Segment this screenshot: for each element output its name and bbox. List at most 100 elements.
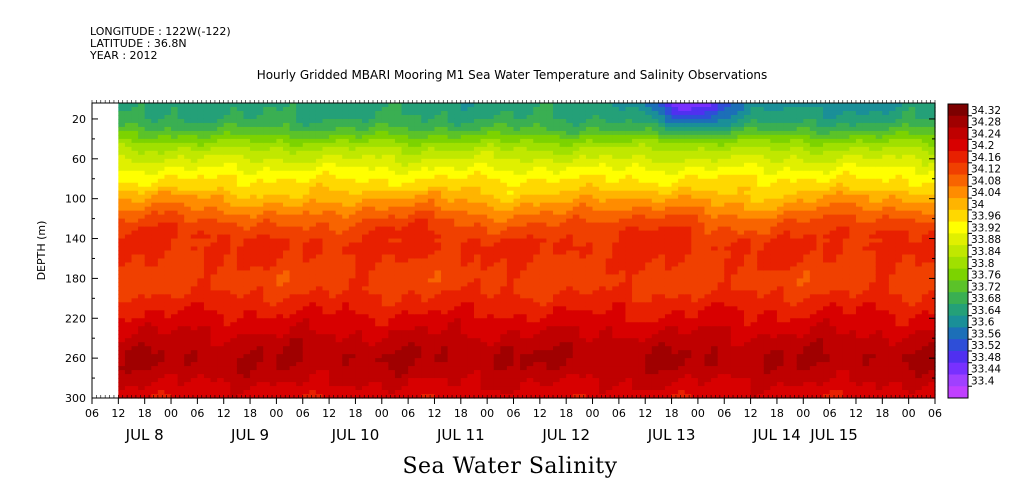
heatmap-cell	[322, 342, 330, 347]
heatmap-cell	[302, 318, 310, 323]
heatmap-cell	[171, 266, 179, 272]
heatmap-cell	[269, 362, 278, 367]
heatmap-cell	[335, 110, 343, 116]
heatmap-cell	[177, 110, 185, 116]
heatmap-cell	[381, 170, 389, 176]
heatmap-cell	[223, 166, 231, 172]
heatmap-cell	[441, 206, 449, 212]
heatmap-cell	[394, 366, 403, 371]
heatmap-cell	[282, 354, 291, 359]
heatmap-cell	[520, 106, 528, 112]
heatmap-cell	[394, 346, 403, 351]
heatmap-cell	[467, 322, 475, 327]
heatmap-cell	[355, 114, 363, 120]
heatmap-cell	[467, 103, 475, 108]
heatmap-cell	[203, 314, 212, 319]
heatmap-cell	[441, 298, 449, 303]
heatmap-cell	[236, 342, 245, 347]
heatmap-cell	[217, 114, 225, 120]
heatmap-cell	[315, 266, 324, 272]
heatmap-cell	[151, 226, 159, 232]
heatmap-cell	[427, 290, 436, 295]
heatmap-cell	[118, 386, 126, 391]
heatmap-cell	[151, 134, 159, 140]
heatmap-cell	[164, 226, 172, 232]
heatmap-cell	[144, 254, 152, 260]
heatmap-cell	[223, 218, 231, 224]
heatmap-cell	[401, 190, 409, 196]
heatmap-cell	[131, 226, 139, 232]
heatmap-cell	[157, 330, 166, 335]
heatmap-cell	[506, 342, 515, 347]
heatmap-cell	[480, 262, 488, 268]
heatmap-cell	[138, 174, 146, 180]
heatmap-cell	[500, 350, 508, 355]
heatmap-cell	[118, 174, 126, 180]
heatmap-cell	[177, 326, 185, 331]
heatmap-cell	[184, 230, 192, 236]
heatmap-cell	[368, 342, 376, 347]
heatmap-cell	[355, 354, 363, 359]
heatmap-cell	[335, 166, 343, 172]
heatmap-cell	[473, 354, 482, 359]
heatmap-cell	[322, 198, 330, 204]
heatmap-cell	[454, 362, 462, 367]
heatmap-cell	[447, 262, 455, 268]
heatmap-cell	[539, 294, 548, 299]
heatmap-cell	[223, 394, 231, 399]
heatmap-cell	[493, 150, 501, 156]
heatmap-cell	[124, 346, 133, 351]
heatmap-cell	[348, 186, 357, 192]
heatmap-cell	[408, 182, 416, 188]
heatmap-cell	[454, 154, 462, 160]
heatmap-cell	[190, 110, 198, 116]
heatmap-cell	[289, 310, 297, 315]
heatmap-cell	[184, 270, 192, 276]
heatmap-cell	[348, 294, 357, 299]
heatmap-cell	[282, 222, 291, 228]
heatmap-cell	[230, 122, 238, 128]
heatmap-cell	[546, 146, 554, 152]
heatmap-cell	[394, 130, 403, 136]
heatmap-cell	[118, 226, 126, 232]
heatmap-cell	[520, 154, 528, 160]
heatmap-cell	[375, 190, 383, 196]
heatmap-cell	[236, 254, 245, 260]
heatmap-cell	[553, 366, 561, 371]
heatmap-cell	[243, 298, 251, 303]
heatmap-cell	[355, 174, 363, 180]
heatmap-cell	[236, 210, 245, 216]
heatmap-cell	[460, 350, 468, 355]
heatmap-cell	[368, 378, 376, 383]
heatmap-cell	[329, 354, 337, 359]
heatmap-cell	[329, 282, 337, 287]
heatmap-cell	[315, 222, 324, 228]
heatmap-cell	[493, 298, 501, 303]
heatmap-cell	[131, 274, 139, 280]
heatmap-cell	[203, 178, 212, 184]
heatmap-cell	[553, 186, 561, 192]
heatmap-cell	[177, 106, 185, 112]
heatmap-cell	[362, 130, 370, 136]
heatmap-cell	[289, 138, 297, 144]
heatmap-cell	[500, 346, 508, 351]
heatmap-cell	[467, 342, 475, 347]
heatmap-cell	[223, 390, 231, 395]
heatmap-cell	[329, 142, 337, 148]
heatmap-cell	[526, 282, 534, 287]
heatmap-cell	[375, 390, 383, 395]
heatmap-cell	[506, 354, 515, 359]
heatmap-cell	[315, 142, 324, 148]
heatmap-cell	[348, 394, 357, 399]
heatmap-cell	[210, 262, 218, 268]
heatmap-cell	[348, 386, 357, 391]
heatmap-cell	[256, 326, 264, 331]
heatmap-cell	[421, 110, 429, 116]
heatmap-cell	[414, 134, 422, 140]
heatmap-cell	[500, 138, 508, 144]
heatmap-cell	[335, 262, 343, 268]
heatmap-cell	[131, 362, 139, 367]
heatmap-cell	[282, 350, 291, 355]
heatmap-cell	[329, 334, 337, 339]
heatmap-cell	[381, 258, 389, 264]
